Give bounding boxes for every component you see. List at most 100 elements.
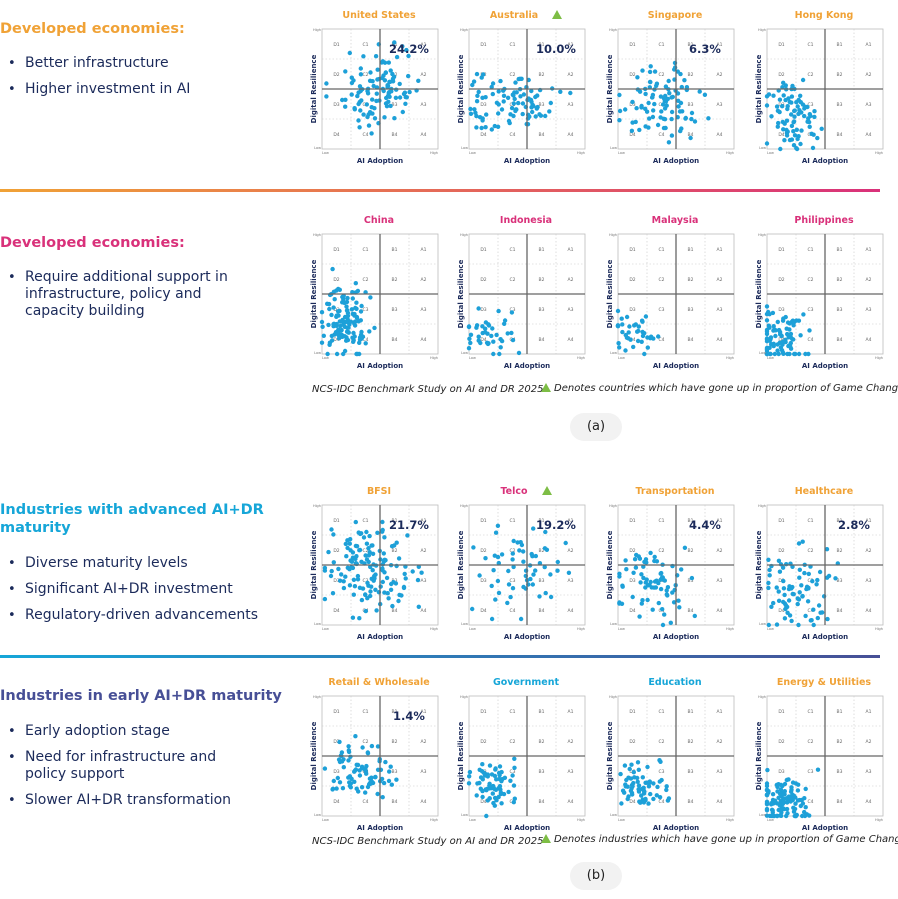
data-point <box>386 778 392 784</box>
data-point <box>355 573 361 579</box>
data-point <box>328 573 334 579</box>
data-point <box>789 618 794 624</box>
quadrant-label: B1 <box>392 709 398 715</box>
data-point <box>805 599 811 604</box>
data-point <box>650 92 656 98</box>
quadrant-label: B3 <box>837 102 843 108</box>
data-point <box>623 107 628 112</box>
quadrant-label: B1 <box>837 247 843 253</box>
data-point <box>361 535 367 540</box>
data-point <box>361 54 366 59</box>
data-point <box>353 519 358 525</box>
data-point <box>650 607 655 612</box>
data-point <box>489 84 494 90</box>
data-point <box>640 598 645 603</box>
x-tick-label: High <box>875 356 883 360</box>
scatter-panel-china: D1C1B1A1D2C2B2A2D3C3B3A3D4C4B4A4HighLowL… <box>305 213 453 385</box>
data-point <box>512 796 517 801</box>
data-point <box>697 89 702 94</box>
data-point <box>511 101 516 106</box>
data-point <box>513 108 518 114</box>
data-point <box>791 337 796 342</box>
data-point <box>533 553 538 559</box>
y-axis-label: Digital Resilience <box>310 54 318 123</box>
data-point <box>623 348 628 353</box>
quadrant-label: D4 <box>778 337 784 343</box>
quadrant-label: A2 <box>568 277 574 283</box>
quadrant-label: B1 <box>837 709 843 715</box>
data-point <box>355 93 360 99</box>
x-tick-label: Low <box>469 151 476 155</box>
quadrant-label: C1 <box>658 709 664 715</box>
data-point <box>344 554 349 559</box>
data-point <box>796 111 801 117</box>
scatter-plot: D1C1B1A1D2C2B2A2D3C3B3A3D4C4B4A42.8%High… <box>755 504 884 641</box>
x-axis-label: AI Adoption <box>802 362 848 370</box>
data-point <box>801 312 806 317</box>
quadrant-label: A3 <box>421 769 427 775</box>
data-point <box>624 777 629 783</box>
data-point <box>815 135 820 141</box>
quadrant-label: A4 <box>568 132 574 138</box>
data-point <box>781 127 786 132</box>
data-point <box>810 145 816 151</box>
data-point <box>689 575 695 581</box>
data-point <box>635 775 640 781</box>
quadrant-label: C4 <box>658 337 664 343</box>
game-changers-percent: 19.2% <box>536 518 576 532</box>
data-point <box>816 603 822 608</box>
data-point <box>493 597 498 602</box>
quadrant-label: B1 <box>392 247 398 253</box>
data-point <box>491 568 496 573</box>
data-point <box>496 590 502 596</box>
data-point <box>346 749 352 755</box>
data-point <box>352 319 358 325</box>
quadrant-label: B1 <box>837 518 843 524</box>
data-point <box>819 126 824 131</box>
data-point <box>528 576 533 582</box>
quadrant-label: B4 <box>539 799 545 805</box>
data-point <box>471 79 477 84</box>
data-point <box>368 295 373 300</box>
data-point <box>394 54 400 60</box>
quadrant-label: D4 <box>480 337 486 343</box>
data-point <box>665 798 671 803</box>
quadrant-label: D1 <box>480 709 486 715</box>
quadrant-label: A1 <box>717 518 723 524</box>
data-point <box>400 44 405 49</box>
quadrant-label: A4 <box>568 608 574 614</box>
x-tick-label: Low <box>618 356 625 360</box>
quadrant-label: A3 <box>717 307 723 313</box>
quadrant-label: D1 <box>480 42 486 48</box>
data-point <box>648 79 653 85</box>
data-point <box>345 545 350 551</box>
quadrant-label: A2 <box>421 72 427 78</box>
data-point <box>502 775 508 780</box>
data-point <box>632 557 638 562</box>
data-point <box>368 564 373 570</box>
data-point <box>774 104 780 109</box>
panel-title-text: Retail & Wholesale <box>328 677 430 688</box>
data-point <box>806 119 812 125</box>
data-point <box>370 543 375 548</box>
scatter-panel-malaysia: D1C1B1A1D2C2B2A2D3C3B3A3D4C4B4A4HighLowL… <box>601 213 749 385</box>
data-point <box>334 351 340 357</box>
x-tick-label: Low <box>767 627 774 631</box>
scatter-panel-united-states: D1C1B1A1D2C2B2A2D3C3B3A3D4C4B4A424.2%Hig… <box>305 8 453 180</box>
data-point <box>505 95 511 101</box>
data-point <box>789 94 795 99</box>
y-axis-label: Digital Resilience <box>310 721 318 790</box>
data-point <box>776 589 781 594</box>
data-point <box>355 577 361 582</box>
data-point <box>351 339 356 344</box>
data-point <box>510 557 515 562</box>
data-point <box>617 345 622 350</box>
data-point <box>623 558 628 563</box>
data-point <box>506 568 511 574</box>
data-point <box>781 799 786 804</box>
quadrant-label: B4 <box>392 337 398 343</box>
data-point <box>689 116 694 122</box>
x-tick-label: Low <box>322 356 329 360</box>
scatter-panel-philippines: D1 C1 B1 A1 D2 C2 B2 A2 D3 C3 B3 A3 D4 C4 B4 A4 High LowL… <box>750 213 898 385</box>
quadrant-label: C1 <box>362 247 368 253</box>
